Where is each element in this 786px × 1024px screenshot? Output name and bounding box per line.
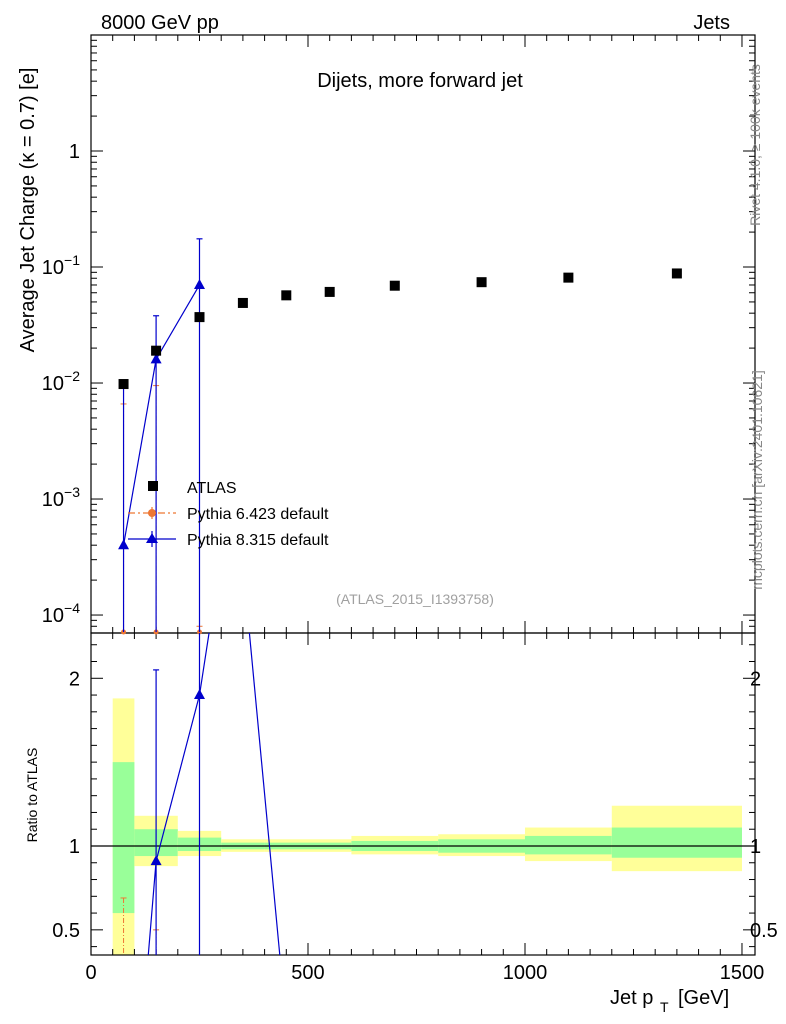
atlas-point xyxy=(237,297,248,308)
ratio-y-tick-label-right: 1 xyxy=(750,836,761,858)
legend: ATLAS Pythia 6.423 default Pythia 8.315 … xyxy=(128,480,329,549)
ratio-band-inner xyxy=(524,835,612,855)
legend-entry-pythia6: Pythia 6.423 default xyxy=(128,506,329,523)
pythia8-point xyxy=(150,353,162,364)
main-y-axis-label: Average Jet Charge (κ = 0.7) [e] xyxy=(17,68,39,353)
ratio-x-tick-label: 1500 xyxy=(720,962,765,984)
main-title: Dijets, more forward jet xyxy=(317,70,523,92)
atlas-point xyxy=(671,268,682,279)
ratio-pythia8-point xyxy=(193,689,205,700)
ratio-pythia8-line xyxy=(147,632,210,956)
legend-atlas-label: ATLAS xyxy=(187,480,237,497)
atlas-point xyxy=(194,312,205,323)
ratio-band-inner xyxy=(611,827,742,858)
legend-pythia6-marker xyxy=(148,509,156,517)
atlas-point xyxy=(563,272,574,283)
x-axis-label-sub: T xyxy=(660,999,669,1015)
ratio-y-tick-label-right: 2 xyxy=(750,668,761,690)
atlas-point xyxy=(324,286,335,297)
atlas-point xyxy=(118,379,129,390)
ratio-x-tick-label: 1000 xyxy=(503,962,548,984)
atlas-point xyxy=(476,277,487,288)
main-y-tick-label: 10−4 xyxy=(42,600,80,627)
legend-entry-pythia8: Pythia 8.315 default xyxy=(128,531,329,549)
atlas-point xyxy=(151,345,162,356)
ratio-y-axis-label: Ratio to ATLAS xyxy=(24,748,40,843)
ratio-band-inner xyxy=(112,762,135,914)
legend-pythia6-label: Pythia 6.423 default xyxy=(187,506,329,523)
main-y-tick-label: 10−1 xyxy=(42,252,80,279)
ratio-x-tick-label: 500 xyxy=(291,962,324,984)
legend-entry-atlas: ATLAS xyxy=(148,480,237,497)
ratio-y-tick-label-right: 0.5 xyxy=(750,920,778,942)
ratio-y-tick-label: 1 xyxy=(69,836,80,858)
legend-pythia8-marker xyxy=(146,533,158,543)
ratio-panel-border xyxy=(90,632,756,956)
analysis-watermark: (ATLAS_2015_I1393758) xyxy=(336,591,494,607)
ratio-pythia8-point xyxy=(150,855,162,866)
header-left: 8000 GeV pp xyxy=(101,12,219,34)
atlas-point xyxy=(281,290,292,301)
ratio-panel-series xyxy=(120,632,281,956)
ratio-pythia8-line-segment xyxy=(248,632,281,956)
ratio-y-tick-label: 0.5 xyxy=(52,920,80,942)
x-axis-label: Jet p T [GeV] xyxy=(610,987,729,1015)
main-y-tick-label: 10−3 xyxy=(42,484,80,511)
main-y-tick-label: 10−2 xyxy=(42,368,80,395)
ratio-x-tick-label: 0 xyxy=(85,962,96,984)
atlas-point xyxy=(389,280,400,291)
ratio-y-tick-label: 2 xyxy=(69,668,80,690)
rivet-version-label: Rivet 4.1.0, ≥ 100k events xyxy=(747,64,763,226)
pythia8-point xyxy=(118,539,130,550)
legend-atlas-marker xyxy=(148,481,158,491)
main-panel-series xyxy=(118,238,682,635)
main-panel-frame: 1 10−1 10−2 10−3 10−4 xyxy=(42,34,756,634)
header-right: Jets xyxy=(693,12,730,34)
pythia8-point xyxy=(193,278,205,289)
ratio-panel-frame: 0 500 1000 1500 0.5 0.5 1 1 2 2 xyxy=(52,632,778,984)
mcplots-label: mcplots.cern.ch [arXiv:2401.10621] xyxy=(749,370,765,589)
x-axis-label-main: Jet p xyxy=(610,987,653,1009)
ratio-uncertainty-bands xyxy=(112,698,742,955)
main-y-tick-label: 1 xyxy=(69,141,80,163)
legend-pythia8-label: Pythia 8.315 default xyxy=(187,532,329,549)
x-axis-label-unit: [GeV] xyxy=(678,987,729,1009)
